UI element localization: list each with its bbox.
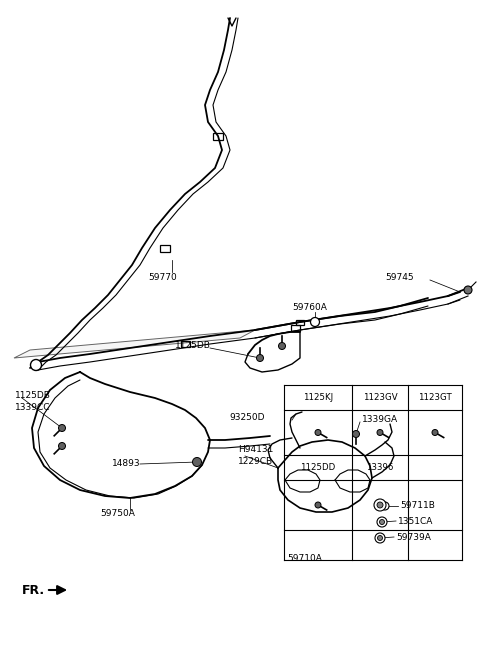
Text: 13396: 13396 — [366, 463, 394, 472]
Circle shape — [315, 430, 321, 435]
Bar — [160, 244, 170, 251]
Circle shape — [256, 354, 264, 362]
Circle shape — [59, 443, 65, 450]
Text: 1125DB: 1125DB — [175, 341, 211, 351]
Text: 1123GT: 1123GT — [418, 393, 452, 402]
Circle shape — [377, 430, 383, 435]
Text: 1123GV: 1123GV — [363, 393, 397, 402]
Bar — [290, 325, 300, 331]
Circle shape — [432, 430, 438, 435]
Text: 93250D: 93250D — [229, 413, 265, 422]
Text: 1125DB: 1125DB — [15, 391, 51, 400]
Bar — [296, 319, 304, 325]
Text: 14893: 14893 — [112, 459, 141, 469]
Text: 1125DD: 1125DD — [300, 463, 336, 472]
Text: FR.: FR. — [22, 583, 45, 597]
Circle shape — [192, 457, 202, 467]
Circle shape — [59, 424, 65, 432]
Circle shape — [380, 520, 384, 524]
Bar — [180, 341, 190, 347]
Circle shape — [375, 533, 385, 543]
Circle shape — [377, 517, 387, 527]
Bar — [213, 132, 223, 139]
Text: 59760A: 59760A — [292, 303, 327, 312]
Circle shape — [464, 286, 472, 294]
Polygon shape — [14, 330, 255, 358]
Text: 1229CB: 1229CB — [238, 457, 273, 467]
Text: 59711B: 59711B — [400, 502, 435, 511]
Circle shape — [377, 502, 383, 508]
Text: 59739A: 59739A — [396, 533, 431, 542]
Circle shape — [278, 343, 286, 349]
Circle shape — [31, 360, 41, 371]
Circle shape — [352, 430, 360, 437]
Circle shape — [374, 499, 386, 511]
Text: 59710A: 59710A — [288, 554, 323, 563]
Text: 59770: 59770 — [148, 273, 177, 283]
Circle shape — [377, 535, 383, 540]
Text: 59745: 59745 — [385, 273, 414, 281]
Text: 1351CA: 1351CA — [398, 516, 433, 526]
Text: 1339CC: 1339CC — [15, 402, 50, 411]
Text: 1339GA: 1339GA — [362, 415, 398, 424]
Text: H94131: H94131 — [238, 446, 274, 454]
Text: 1125KJ: 1125KJ — [303, 393, 333, 402]
Circle shape — [315, 502, 321, 508]
Circle shape — [311, 318, 320, 327]
Text: 59750A: 59750A — [100, 509, 135, 518]
Circle shape — [381, 502, 389, 510]
